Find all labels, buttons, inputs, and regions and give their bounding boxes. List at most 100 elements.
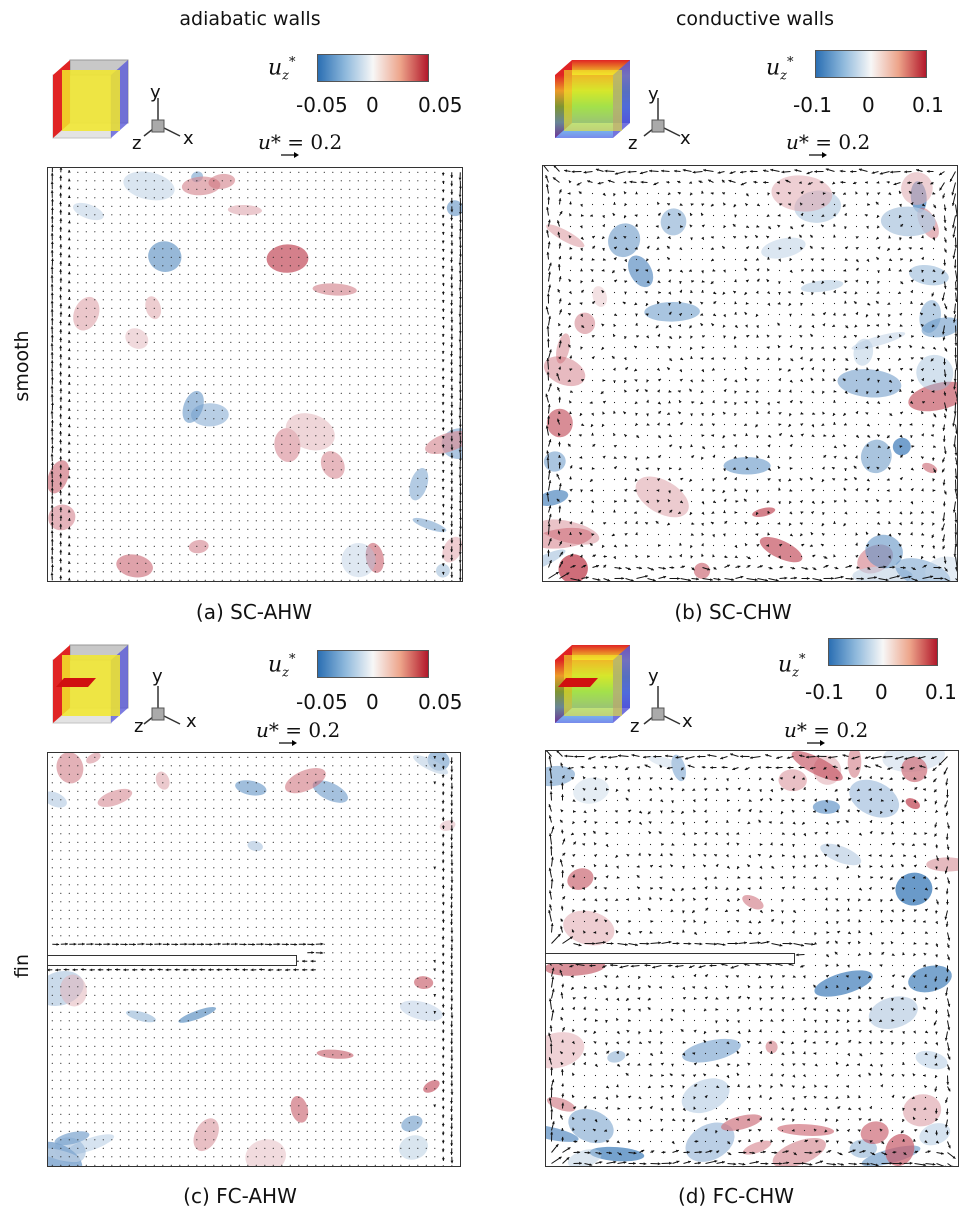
velocity-arrow	[289, 324, 291, 326]
velocity-arrow	[656, 300, 660, 305]
velocity-arrow	[315, 443, 317, 445]
velocity-arrow	[400, 375, 402, 377]
velocity-arrow	[458, 316, 462, 326]
velocity-arrow	[238, 426, 240, 428]
velocity-arrow	[85, 520, 87, 522]
velocity-arrow	[50, 215, 54, 224]
velocity-arrow	[920, 357, 924, 360]
velocity-arrow	[111, 528, 113, 530]
velocity-arrow	[213, 799, 215, 801]
velocity-arrow	[136, 884, 138, 886]
velocity-arrow	[111, 256, 113, 258]
velocity-arrow	[789, 488, 793, 492]
velocity-arrow	[612, 333, 616, 337]
velocity-arrow	[546, 371, 550, 381]
velocity-arrow	[366, 782, 368, 784]
velocity-arrow	[153, 765, 155, 767]
velocity-arrow	[145, 790, 147, 792]
velocity-arrow	[657, 478, 661, 482]
velocity-arrow	[425, 520, 427, 522]
velocity-arrow	[408, 799, 410, 801]
velocity-arrow	[77, 435, 79, 437]
velocity-arrow	[434, 850, 436, 852]
velocity-arrow	[855, 279, 859, 283]
velocity-arrow	[930, 434, 934, 437]
velocity-arrow	[323, 333, 325, 335]
velocity-arrow	[679, 553, 683, 558]
velocity-arrow	[85, 367, 87, 369]
axes-triad-b	[643, 98, 681, 137]
velocity-arrow	[601, 323, 605, 327]
velocity-arrow	[111, 333, 113, 335]
velocity-arrow	[545, 183, 549, 194]
velocity-arrow	[434, 503, 436, 505]
velocity-arrow	[102, 816, 104, 818]
velocity-arrow	[450, 478, 454, 484]
velocity-arrow	[255, 850, 257, 852]
velocity-arrow	[60, 858, 62, 860]
velocity-arrow	[238, 918, 240, 920]
velocity-arrow	[601, 423, 605, 428]
velocity-arrow	[145, 180, 147, 182]
velocity-arrow	[844, 226, 847, 230]
velocity-arrow	[434, 367, 436, 369]
velocity-arrow	[264, 350, 266, 352]
velocity-arrow	[264, 460, 266, 462]
velocity-arrow	[119, 435, 121, 437]
velocity-arrow	[340, 884, 342, 886]
velocity-arrow	[434, 282, 436, 284]
velocity-arrow	[722, 357, 726, 361]
velocity-arrow	[306, 918, 308, 920]
velocity-arrow	[111, 367, 113, 369]
velocity-arrow	[613, 236, 618, 240]
velocity-arrow	[111, 214, 113, 216]
velocity-arrow	[383, 494, 385, 496]
velocity-arrow	[145, 875, 147, 877]
velocity-arrow	[238, 528, 240, 530]
velocity-arrow	[196, 358, 198, 360]
velocity-arrow	[441, 342, 445, 346]
velocity-arrow	[349, 477, 351, 479]
velocity-arrow	[50, 419, 54, 428]
velocity-arrow	[931, 522, 935, 526]
velocity-arrow	[213, 477, 215, 479]
velocity-arrow	[59, 209, 63, 215]
vorticity-blob	[439, 820, 456, 831]
velocity-arrow	[204, 239, 206, 241]
velocity-arrow	[349, 248, 351, 250]
velocity-arrow	[656, 422, 660, 426]
velocity-arrow	[50, 300, 54, 309]
velocity-arrow	[744, 401, 748, 404]
velocity-arrow	[102, 571, 104, 573]
velocity-arrow	[434, 307, 436, 309]
velocity-arrow	[580, 268, 583, 272]
velocity-arrow	[281, 824, 283, 826]
velocity-arrow	[153, 867, 155, 869]
velocity-arrow	[400, 858, 402, 860]
velocity-arrow	[811, 346, 814, 350]
velocity-arrow	[128, 850, 130, 852]
velocity-arrow	[281, 926, 283, 928]
velocity-arrow	[866, 466, 870, 470]
velocity-arrow	[889, 575, 901, 579]
vorticity-blob	[208, 173, 236, 190]
velocity-arrow	[196, 494, 198, 496]
velocity-arrow	[145, 435, 147, 437]
velocity-arrow	[306, 554, 308, 556]
velocity-arrow	[323, 799, 325, 801]
velocity-arrow	[766, 291, 771, 295]
velocity-arrow	[441, 876, 445, 881]
velocity-arrow	[434, 426, 436, 428]
velocity-arrow	[417, 265, 419, 267]
velocity-arrow	[450, 214, 454, 221]
velocity-arrow	[767, 553, 771, 558]
velocity-arrow	[425, 333, 427, 335]
velocity-arrow	[272, 426, 274, 428]
velocity-arrow	[450, 257, 453, 263]
velocity-arrow	[623, 215, 627, 219]
velocity-arrow	[811, 401, 814, 404]
velocity-arrow	[548, 505, 552, 513]
velocity-arrow	[247, 358, 249, 360]
velocity-arrow	[323, 341, 325, 343]
velocity-arrow	[162, 222, 164, 224]
